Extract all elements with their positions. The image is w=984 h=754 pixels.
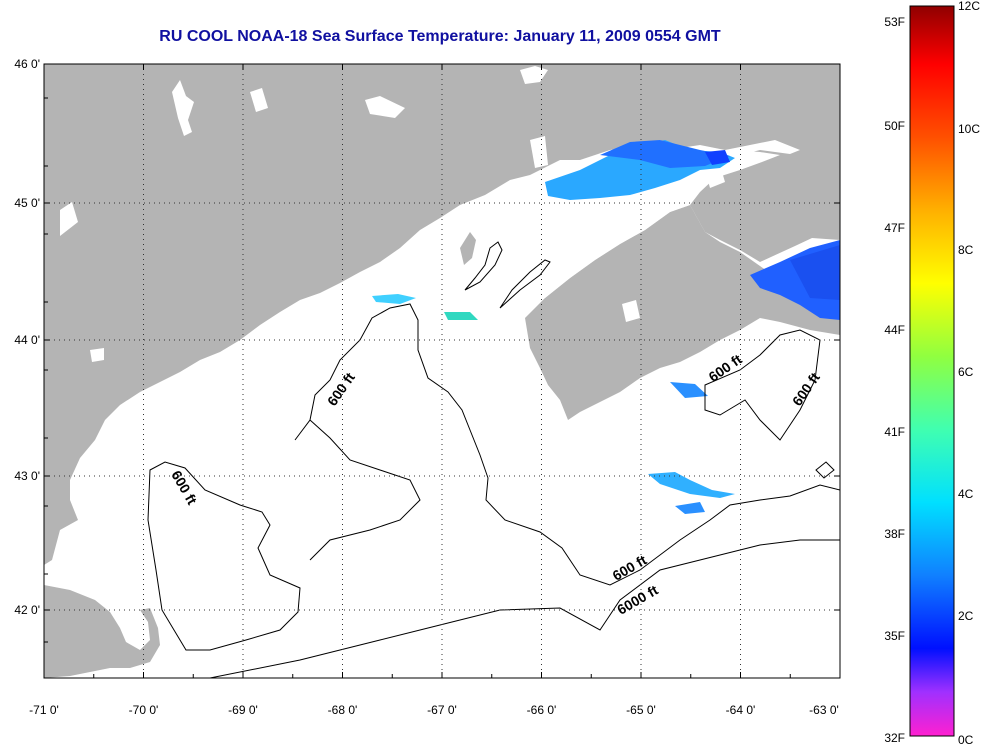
celsius-label: 8C (958, 243, 974, 257)
x-tick-label: -70 0' (129, 703, 159, 717)
land-cape-cod (44, 585, 160, 678)
x-tick-label: -65 0' (626, 703, 656, 717)
colorbar (909, 5, 955, 737)
x-tick-label: -64 0' (726, 703, 756, 717)
celsius-label: 2C (958, 609, 974, 623)
fahrenheit-label: 35F (884, 629, 905, 643)
map-title: RU COOL NOAA-18 Sea Surface Temperature:… (159, 28, 721, 45)
x-tick-label: -69 0' (228, 703, 258, 717)
x-tick-label: -67 0' (427, 703, 457, 717)
bay-of-fundy (510, 150, 780, 305)
latitude-ticks: 46 0' 45 0' 44 0' 43 0' 42 0' (14, 57, 840, 643)
x-tick-label: -71 0' (29, 703, 59, 717)
fahrenheit-label: 50F (884, 119, 905, 133)
x-tick-label: -63 0' (809, 703, 839, 717)
land-grand-manan (460, 232, 476, 265)
x-tick-label: -66 0' (527, 703, 557, 717)
y-tick-label: 46 0' (14, 57, 40, 71)
land-nova-scotia (525, 205, 840, 420)
fahrenheit-label: 47F (884, 221, 905, 235)
x-tick-label: -68 0' (328, 703, 358, 717)
fahrenheit-label: 41F (884, 425, 905, 439)
celsius-label: 0C (958, 733, 974, 747)
longitude-ticks: -71 0' -70 0' -69 0' -68 0' -67 0' -66 0' -65 … (29, 64, 841, 717)
fahrenheit-label: 32F (884, 731, 905, 745)
y-tick-label: 42 0' (14, 603, 40, 617)
sst-patches (372, 140, 840, 514)
colorbar-labels: 53F 50F 47F 44F 41F 38F 35F 32F 12C 10C 8C 6C 4C 2C 0C (884, 0, 980, 747)
y-tick-label: 43 0' (14, 469, 40, 483)
celsius-label: 12C (958, 0, 980, 13)
y-tick-label: 44 0' (14, 333, 40, 347)
y-tick-label: 45 0' (14, 196, 40, 210)
fahrenheit-label: 53F (884, 15, 905, 29)
fahrenheit-label: 44F (884, 323, 905, 337)
celsius-label: 10C (958, 122, 980, 136)
fahrenheit-label: 38F (884, 527, 905, 541)
celsius-label: 6C (958, 365, 974, 379)
celsius-label: 4C (958, 487, 974, 501)
